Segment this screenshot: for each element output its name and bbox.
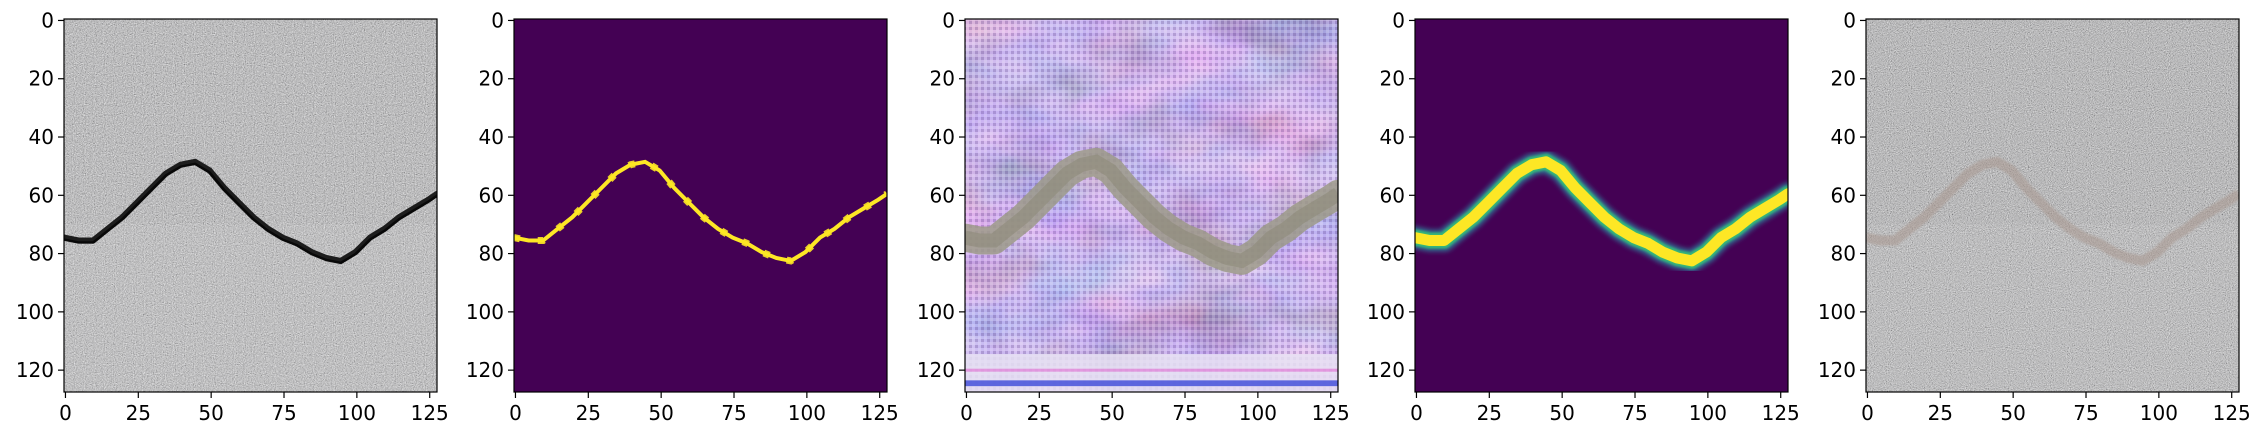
image-area: [965, 19, 1338, 392]
axes-frame: [964, 18, 1339, 393]
x-tick-label: 25: [126, 401, 151, 425]
y-tick-label: 0: [1392, 8, 1405, 32]
x-tick-label: 75: [721, 401, 746, 425]
y-tick-label: 0: [1843, 8, 1856, 32]
y-tick-label: 0: [942, 8, 955, 32]
x-tick-label: 75: [2073, 401, 2098, 425]
y-tick-label: 80: [29, 242, 54, 266]
gan-crack-core: [965, 154, 1338, 269]
concrete-texture: [64, 19, 437, 392]
image-area: [1866, 19, 2239, 392]
x-tick-label: 100: [788, 401, 826, 425]
x-tick-label: 25: [1477, 401, 1502, 425]
y-tick-label: 0: [491, 8, 504, 32]
x-tick-label: 125: [411, 401, 449, 425]
y-tick-label: 20: [1831, 67, 1856, 91]
x-tick-label: 25: [1027, 401, 1052, 425]
lighter-region: [1866, 224, 2239, 392]
faded-crack: [1866, 156, 2239, 267]
y-tick-label: 20: [29, 67, 54, 91]
gan-magenta-stripe: [965, 368, 1338, 372]
subplot-3: 0 25 50 75 100 125 0 20 40 60 80 100 120: [917, 8, 1350, 425]
y-tick-label: 20: [930, 67, 955, 91]
x-tick-label: 50: [2000, 401, 2025, 425]
x-tick-label: 75: [1172, 401, 1197, 425]
y-tick-label: 100: [1818, 300, 1856, 324]
axes-frame: [1865, 18, 2240, 393]
x-tick-label: 100: [1689, 401, 1727, 425]
y-tick-label: 20: [1380, 67, 1405, 91]
y-tick-label: 120: [917, 358, 955, 382]
y-tick-label: 60: [1831, 183, 1856, 207]
crack-shadow: [64, 162, 437, 265]
y-tick-label: 80: [479, 242, 504, 266]
subplot-4: 0 25 50 75 100 125 0 20 40 60 80 100 120: [1367, 8, 1800, 425]
x-tick-label: 50: [1549, 401, 1574, 425]
subplot-1: 0 25 50 75 100 125 0 20 40 60 80 100 120: [16, 8, 449, 425]
y-tick-label: 120: [16, 358, 54, 382]
x-tick-label: 125: [2213, 401, 2251, 425]
mask-crack: [1415, 156, 1788, 267]
mask-background: [514, 19, 887, 392]
y-tick-label: 120: [466, 358, 504, 382]
y-tick-label: 100: [16, 300, 54, 324]
axes-frame: [1414, 18, 1789, 393]
x-tick-label: 50: [198, 401, 223, 425]
gan-bottom-band: [965, 354, 1338, 392]
axes-frame: [513, 18, 888, 393]
y-tick-label: 60: [930, 183, 955, 207]
x-tick-label: 0: [59, 401, 72, 425]
y-tick-label: 40: [1831, 125, 1856, 149]
x-tick-label: 25: [1928, 401, 1953, 425]
subplot-5: 0 25 50 75 100 125 0 20 40 60 80 100 120: [1818, 8, 2251, 425]
x-tick-label: 125: [861, 401, 899, 425]
x-tick-label: 25: [576, 401, 601, 425]
y-tick-label: 120: [1818, 358, 1856, 382]
x-tick-label: 0: [960, 401, 973, 425]
concrete-texture: [1866, 19, 2239, 392]
y-tick-label: 60: [479, 183, 504, 207]
y-tick-label: 100: [466, 300, 504, 324]
x-tick-label: 75: [1622, 401, 1647, 425]
y-tick-label: 100: [1367, 300, 1405, 324]
x-tick-label: 0: [1410, 401, 1423, 425]
mask-crack-blobs: [514, 158, 887, 265]
y-tick-label: 40: [29, 125, 54, 149]
x-tick-label: 100: [1239, 401, 1277, 425]
image-area: [514, 19, 887, 392]
crack-line: [64, 158, 437, 264]
y-tick-label: 120: [1367, 358, 1405, 382]
lighter-region: [64, 224, 437, 392]
x-tick-label: 50: [1099, 401, 1124, 425]
x-tick-label: 0: [509, 401, 522, 425]
y-tick-label: 40: [930, 125, 955, 149]
y-tick-label: 40: [1380, 125, 1405, 149]
y-tick-label: 80: [1380, 242, 1405, 266]
y-tick-label: 60: [1380, 183, 1405, 207]
y-tick-label: 80: [1831, 242, 1856, 266]
x-tick-label: 0: [1861, 401, 1874, 425]
y-tick-label: 100: [917, 300, 955, 324]
y-tick-label: 40: [479, 125, 504, 149]
y-tick-label: 20: [479, 67, 504, 91]
x-tick-label: 125: [1312, 401, 1350, 425]
y-tick-label: 60: [29, 183, 54, 207]
image-area: [1415, 19, 1788, 392]
image-area: [64, 19, 437, 392]
gan-blue-stripe: [965, 380, 1338, 387]
x-tick-label: 50: [648, 401, 673, 425]
axes-frame: [63, 18, 438, 393]
x-tick-label: 100: [2140, 401, 2178, 425]
x-tick-label: 75: [271, 401, 296, 425]
y-tick-label: 0: [41, 8, 54, 32]
y-tick-label: 80: [930, 242, 955, 266]
x-tick-label: 100: [338, 401, 376, 425]
subplot-2: 0 25 50 75 100 125 0 20 40 60 80 100 120: [466, 8, 899, 425]
x-tick-label: 125: [1762, 401, 1800, 425]
